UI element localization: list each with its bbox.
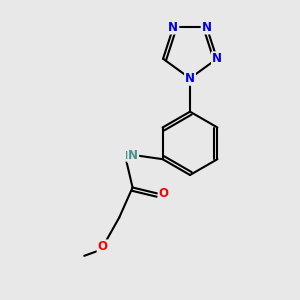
Text: N: N [212, 52, 222, 65]
Text: O: O [159, 187, 169, 200]
Text: N: N [185, 72, 195, 85]
Text: N: N [168, 21, 178, 34]
Text: N: N [202, 21, 212, 34]
Text: H: H [125, 151, 134, 161]
Text: O: O [98, 240, 108, 253]
Text: N: N [128, 149, 138, 162]
